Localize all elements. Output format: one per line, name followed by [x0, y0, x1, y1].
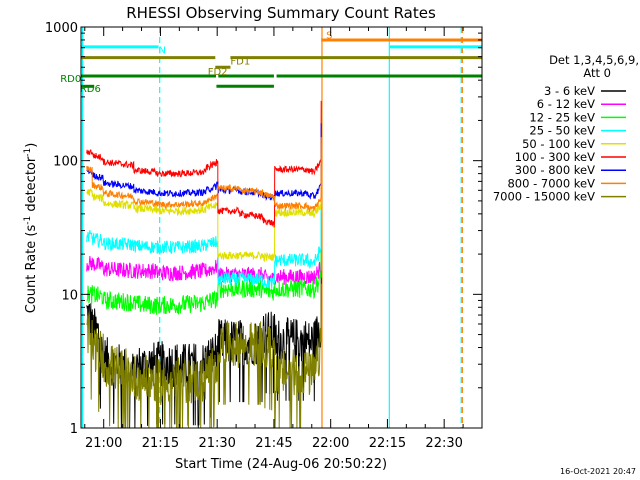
series-line-1 [86, 213, 322, 286]
legend-entry: 6 - 12 keV [537, 97, 595, 111]
x-tick-label: 22:15 [369, 436, 406, 451]
flag-bars [81, 38, 482, 88]
legend-entry: 300 - 800 keV [515, 163, 595, 177]
y-tick-label: 1 [70, 422, 78, 437]
flag-annotation: RD6 [80, 84, 101, 95]
series-line-6 [86, 123, 322, 202]
series-lines [86, 100, 322, 429]
series-line-2 [86, 195, 322, 315]
legend-entry: 100 - 300 keV [515, 150, 595, 164]
x-axis-ticks: 21:00 21:15 21:30 21:45 22:00 22:15 22:30 [84, 27, 483, 451]
series-line-7 [86, 137, 322, 213]
flag-annotation: N [159, 45, 166, 56]
y-tick-label: 1000 [45, 21, 78, 36]
legend-entry: 7000 - 15000 keV [493, 190, 595, 204]
flag-annotation: FD1 [230, 57, 250, 68]
flag-annotation: FD2 [208, 67, 228, 78]
x-tick-label: 21:45 [255, 436, 292, 451]
legend-entry: 50 - 100 keV [522, 137, 595, 151]
flag-vertical-lines [81, 27, 463, 428]
series-line-8 [86, 283, 322, 429]
y-tick-label: 100 [53, 155, 78, 170]
y-axis-ticks: 1 10 100 1000 [45, 21, 482, 437]
flag-annotation: RD0 [60, 74, 81, 85]
chart-title: RHESSI Observing Summary Count Rates [126, 4, 436, 22]
legend-header-line-2: Att 0 [583, 66, 611, 80]
plot-frame [80, 26, 483, 429]
x-tick-label: 22:30 [425, 436, 462, 451]
legend-entry: 800 - 7000 keV [507, 176, 595, 190]
x-axis-label: Start Time (24-Aug-06 20:50:22) [175, 457, 387, 472]
x-tick-label: 21:00 [85, 436, 122, 451]
legend-entry: 3 - 6 keV [544, 84, 595, 98]
y-tick-label: 10 [61, 288, 78, 303]
series-line-3 [86, 166, 322, 289]
flag-annotation: S [326, 30, 332, 41]
series-line-4 [86, 145, 322, 263]
x-tick-label: 21:15 [142, 436, 179, 451]
x-tick-label: 22:00 [312, 436, 349, 451]
series-line-5 [86, 100, 322, 228]
x-tick-label: 21:30 [198, 436, 235, 451]
legend-entry: 12 - 25 keV [529, 110, 595, 124]
legend-header-line-1: Det 1,3,4,5,6,9, [549, 53, 639, 67]
timestamp: 16-Oct-2021 20:47 [560, 467, 636, 476]
legend-entry: 25 - 50 keV [529, 124, 595, 138]
y-axis-label: Count Rate (s-1 detector-1) [23, 143, 39, 314]
